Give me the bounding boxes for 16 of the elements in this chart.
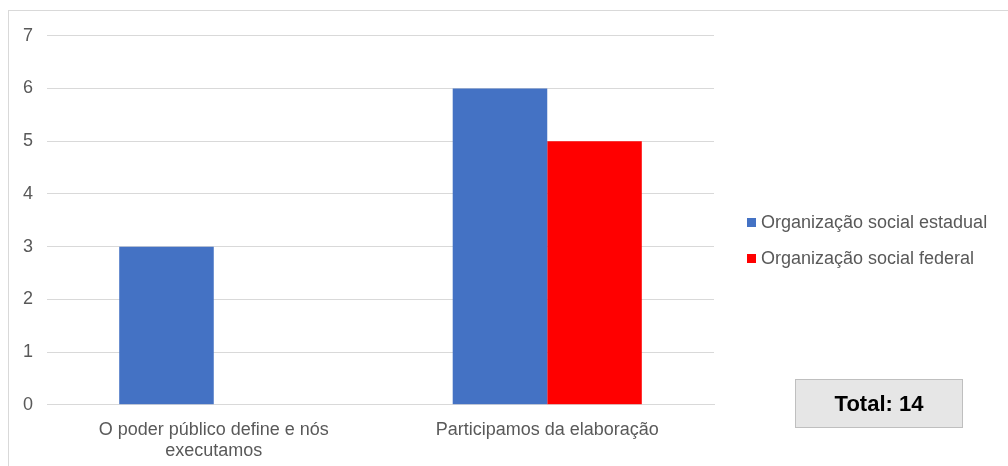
legend-label: Organização social federal	[761, 247, 975, 269]
y-tick-label: 7	[23, 24, 34, 45]
y-tick-label: 3	[23, 235, 34, 256]
legend-label: Organização social estadual	[761, 211, 988, 233]
y-tick-label: 6	[23, 77, 34, 98]
y-tick-label: 4	[23, 182, 34, 203]
bar	[452, 88, 548, 405]
bar	[547, 141, 642, 405]
bar	[119, 246, 214, 405]
y-tick-label: 2	[23, 288, 34, 309]
y-tick-label: 1	[23, 341, 34, 362]
x-tick-label: O poder público define e nós executamos	[98, 418, 329, 461]
x-tick-label: Participamos da elaboração	[435, 418, 659, 439]
y-tick-label: 5	[23, 130, 34, 151]
text: Total: 14	[795, 379, 963, 428]
y-tick-label: 0	[23, 393, 34, 414]
